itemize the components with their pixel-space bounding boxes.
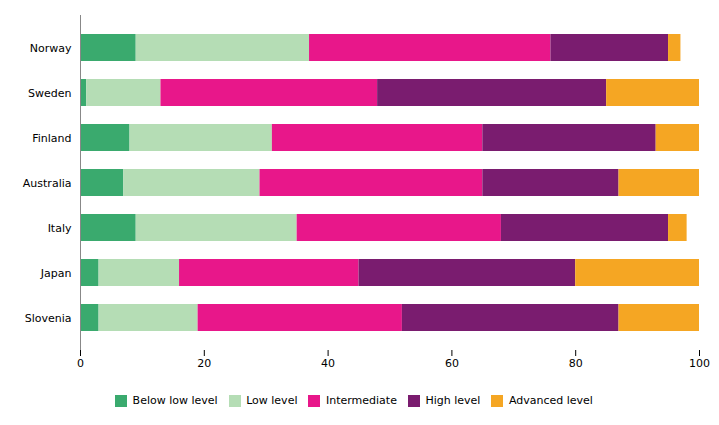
svg-text:40: 40 [321,357,335,370]
html-text:High level: High level [425,394,481,407]
html-text:Below low level: Below low level [132,394,218,407]
svg-text:80: 80 [569,357,583,370]
html-text:Advanced level: Advanced level [508,394,593,407]
svg-text:20: 20 [197,357,211,370]
svg-text:Norway: Norway [30,42,72,55]
svg-text:Finland: Finland [32,132,71,145]
svg-text:Japan: Japan [40,267,72,280]
svg-text:Italy: Italy [48,222,72,235]
svg-text:Slovenia: Slovenia [25,312,72,325]
html-text:Intermediate: Intermediate [326,394,397,407]
svg-text:Australia: Australia [23,177,72,190]
svg-text:60: 60 [445,357,459,370]
svg-text:Sweden: Sweden [28,87,71,100]
svg-text:0: 0 [77,357,84,370]
html-text:Low level: Low level [246,394,298,407]
svg-text:100: 100 [689,357,710,370]
